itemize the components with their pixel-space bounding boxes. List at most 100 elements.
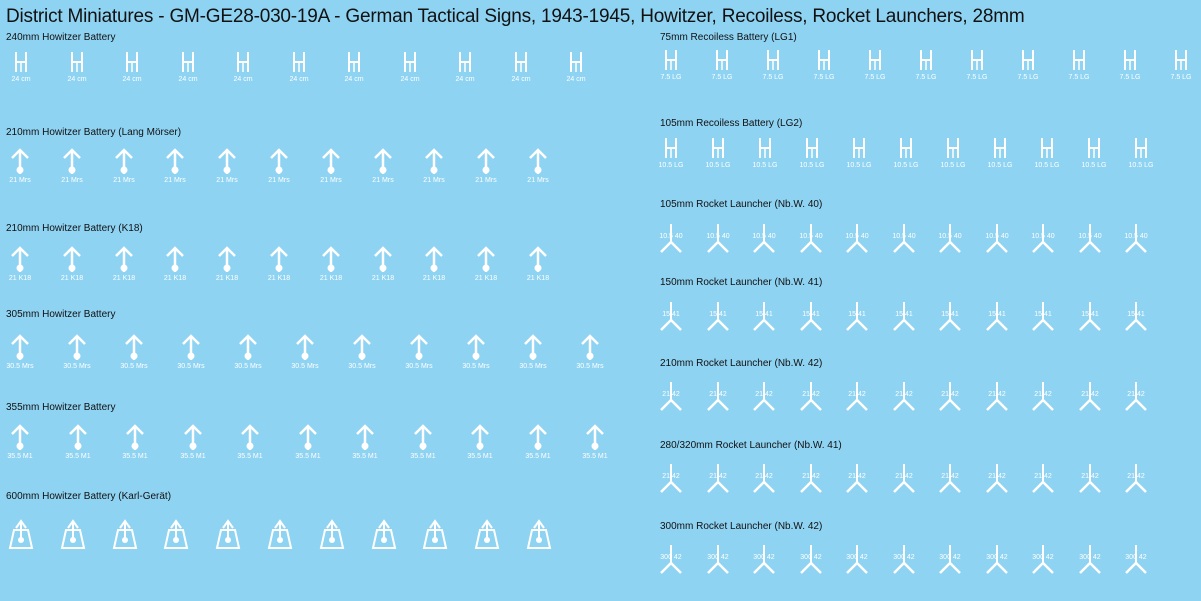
arrow-mortar-icon: 21 K18 xyxy=(526,246,552,282)
twin-post-icon: 7.5 LG xyxy=(1168,48,1194,84)
twin-post-icon: 24 cm xyxy=(286,50,312,86)
svg-text:300 42: 300 42 xyxy=(1032,554,1054,561)
twin-post-icon: 10.5 LG xyxy=(846,136,872,172)
section-label-105mm-rocket: 105mm Rocket Launcher (Nb.W. 40) xyxy=(660,199,823,210)
rocket-launcher-icon: 300 42 xyxy=(937,543,963,579)
rocket-launcher-icon: 21 42 xyxy=(1077,462,1103,498)
arrow-mortar-icon: 21 Mrs xyxy=(163,148,189,184)
arrow-mortar-icon: 35.5 M1 xyxy=(295,424,322,460)
rocket-launcher-icon: 15 41 xyxy=(658,300,684,336)
svg-text:21 42: 21 42 xyxy=(1034,473,1052,480)
svg-text:30.5 Mrs: 30.5 Mrs xyxy=(291,363,319,370)
rocket-launcher-icon: 15 41 xyxy=(1077,300,1103,336)
svg-text:21 K18: 21 K18 xyxy=(423,275,445,282)
svg-text:30.5 Mrs: 30.5 Mrs xyxy=(120,363,148,370)
twin-post-icon: 24 cm xyxy=(8,50,34,86)
section-label-210mm-lang-morser: 210mm Howitzer Battery (Lang Mörser) xyxy=(6,127,182,138)
svg-text:21 K18: 21 K18 xyxy=(268,275,290,282)
svg-text:21 42: 21 42 xyxy=(755,473,773,480)
twin-post-icon: 24 cm xyxy=(452,50,478,86)
svg-text:35.5 M1: 35.5 M1 xyxy=(180,453,205,460)
svg-text:21 42: 21 42 xyxy=(662,473,680,480)
arrow-mortar-icon: 30.5 Mrs xyxy=(348,334,376,370)
svg-text:7.5 LG: 7.5 LG xyxy=(660,74,681,81)
twin-post-icon: 7.5 LG xyxy=(658,48,684,84)
arrow-mortar-icon: 35.5 M1 xyxy=(237,424,264,460)
karl-emplacement-icon xyxy=(422,518,448,554)
svg-text:10.5 LG: 10.5 LG xyxy=(1129,162,1154,169)
rocket-launcher-icon: 300 42 xyxy=(798,543,824,579)
arrow-mortar-icon: 21 K18 xyxy=(267,246,293,282)
arrow-mortar-icon: 21 Mrs xyxy=(8,148,34,184)
svg-text:30.5 Mrs: 30.5 Mrs xyxy=(519,363,547,370)
rocket-launcher-icon: 21 42 xyxy=(798,380,824,416)
karl-emplacement-icon xyxy=(215,518,241,554)
svg-text:15 41: 15 41 xyxy=(988,311,1006,318)
svg-text:7.5 LG: 7.5 LG xyxy=(1017,74,1038,81)
svg-text:10.5 LG: 10.5 LG xyxy=(1035,162,1060,169)
karl-emplacement-icon xyxy=(267,518,293,554)
rocket-launcher-icon: 21 42 xyxy=(984,462,1010,498)
svg-text:21 K18: 21 K18 xyxy=(372,275,394,282)
svg-text:10.5 LG: 10.5 LG xyxy=(659,162,684,169)
sheet-title: District Miniatures - GM-GE28-030-19A - … xyxy=(6,6,1025,27)
arrow-mortar-icon: 30.5 Mrs xyxy=(234,334,262,370)
svg-text:35.5 M1: 35.5 M1 xyxy=(525,453,550,460)
rocket-launcher-icon: 21 42 xyxy=(844,380,870,416)
svg-text:35.5 M1: 35.5 M1 xyxy=(122,453,147,460)
arrow-mortar-icon: 30.5 Mrs xyxy=(120,334,148,370)
karl-emplacement-icon xyxy=(526,518,552,554)
karl-emplacement-icon xyxy=(60,518,86,554)
svg-text:24 cm: 24 cm xyxy=(233,76,252,83)
arrow-mortar-icon: 21 Mrs xyxy=(371,148,397,184)
svg-text:10.5 LG: 10.5 LG xyxy=(706,162,731,169)
arrow-mortar-icon: 30.5 Mrs xyxy=(576,334,604,370)
rocket-launcher-icon: 21 42 xyxy=(658,380,684,416)
twin-post-icon: 10.5 LG xyxy=(1081,136,1107,172)
rocket-launcher-icon: 21 42 xyxy=(1123,380,1149,416)
svg-text:35.5 M1: 35.5 M1 xyxy=(352,453,377,460)
svg-text:10.5 40: 10.5 40 xyxy=(706,233,729,240)
rocket-launcher-icon: 15 41 xyxy=(844,300,870,336)
svg-text:10.5 40: 10.5 40 xyxy=(659,233,682,240)
twin-post-icon: 10.5 LG xyxy=(799,136,825,172)
section-label-240mm-howitzer: 240mm Howitzer Battery xyxy=(6,32,116,43)
svg-text:7.5 LG: 7.5 LG xyxy=(1068,74,1089,81)
svg-text:30.5 Mrs: 30.5 Mrs xyxy=(405,363,433,370)
svg-text:10.5 LG: 10.5 LG xyxy=(894,162,919,169)
svg-text:15 41: 15 41 xyxy=(802,311,820,318)
rocket-launcher-icon: 300 42 xyxy=(705,543,731,579)
rocket-launcher-icon: 21 42 xyxy=(1030,380,1056,416)
svg-text:21 Mrs: 21 Mrs xyxy=(320,177,342,184)
rocket-launcher-icon: 15 41 xyxy=(891,300,917,336)
svg-text:15 41: 15 41 xyxy=(848,311,866,318)
karl-emplacement-icon xyxy=(8,518,34,554)
svg-text:21 42: 21 42 xyxy=(709,473,727,480)
rocket-launcher-icon: 21 42 xyxy=(937,462,963,498)
rocket-launcher-icon: 15 41 xyxy=(1123,300,1149,336)
svg-text:21 42: 21 42 xyxy=(941,473,959,480)
section-label-210mm-rocket: 210mm Rocket Launcher (Nb.W. 42) xyxy=(660,358,823,369)
rocket-launcher-icon: 21 42 xyxy=(751,462,777,498)
arrow-mortar-icon: 30.5 Mrs xyxy=(177,334,205,370)
twin-post-icon: 24 cm xyxy=(119,50,145,86)
arrow-mortar-icon: 21 Mrs xyxy=(526,148,552,184)
arrow-mortar-icon: 30.5 Mrs xyxy=(63,334,91,370)
svg-text:300 42: 300 42 xyxy=(707,554,729,561)
rocket-launcher-icon: 21 42 xyxy=(1077,380,1103,416)
twin-post-icon: 10.5 LG xyxy=(752,136,778,172)
rocket-launcher-icon: 21 42 xyxy=(1123,462,1149,498)
rocket-launcher-icon: 10.5 40 xyxy=(658,222,684,258)
svg-text:15 41: 15 41 xyxy=(662,311,680,318)
svg-text:35.5 M1: 35.5 M1 xyxy=(65,453,90,460)
arrow-mortar-icon: 30.5 Mrs xyxy=(462,334,490,370)
rocket-launcher-icon: 15 41 xyxy=(937,300,963,336)
svg-text:300 42: 300 42 xyxy=(939,554,961,561)
twin-post-icon: 7.5 LG xyxy=(709,48,735,84)
svg-text:15 41: 15 41 xyxy=(1034,311,1052,318)
svg-text:300 42: 300 42 xyxy=(986,554,1008,561)
svg-text:10.5 40: 10.5 40 xyxy=(1078,233,1101,240)
svg-text:21 42: 21 42 xyxy=(848,391,866,398)
svg-text:21 Mrs: 21 Mrs xyxy=(9,177,31,184)
svg-text:21 42: 21 42 xyxy=(1127,473,1145,480)
